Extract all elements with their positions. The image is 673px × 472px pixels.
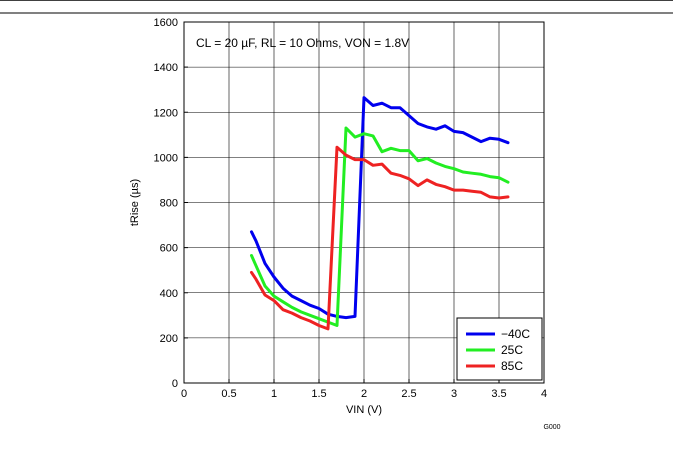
y-tick-label: 800 <box>160 198 178 210</box>
series-line-2 <box>250 145 510 331</box>
y-axis-label: tRise (µs) <box>129 179 141 226</box>
x-tick-label: 4 <box>541 388 547 400</box>
x-tick-label: 0 <box>181 388 187 400</box>
chart-annotation: CL = 20 µF, RL = 10 Ohms, VON = 1.8V <box>196 36 409 50</box>
y-tick-label: 1400 <box>154 62 178 74</box>
axis-ticks: 0 0.5 1 1.5 2 2.5 3 3.5 4 0 200 400 600 800 1000 1200 14… <box>154 17 548 400</box>
y-tick-label: 600 <box>160 243 178 255</box>
x-tick-label: 2 <box>361 388 367 400</box>
y-tick-label: 0 <box>172 378 178 390</box>
y-tick-label: 400 <box>160 288 178 300</box>
plot-frame <box>183 21 545 384</box>
x-tick-label: 2.5 <box>401 388 416 400</box>
x-tick-label: 3 <box>451 388 457 400</box>
x-tick-label: 0.5 <box>221 388 236 400</box>
series-line-0 <box>250 96 510 320</box>
x-tick-label: 3.5 <box>491 388 506 400</box>
legend-label-2: 85C <box>501 359 523 373</box>
y-tick-label: 200 <box>160 333 178 345</box>
legend-label-0: −40C <box>501 327 530 341</box>
y-tick-label: 1000 <box>154 152 178 164</box>
x-tick-label: 1.5 <box>311 388 326 400</box>
y-tick-label: 1200 <box>154 107 178 119</box>
x-tick-label: 1 <box>271 388 277 400</box>
series-lines <box>250 96 510 331</box>
legend-label-1: 25C <box>501 343 523 357</box>
y-tick-label: 1600 <box>154 17 178 29</box>
x-axis-label: VIN (V) <box>346 404 382 416</box>
series-line-1 <box>250 126 510 327</box>
legend: −40C 25C 85C <box>456 317 543 381</box>
figure-code: G000 <box>543 424 560 431</box>
